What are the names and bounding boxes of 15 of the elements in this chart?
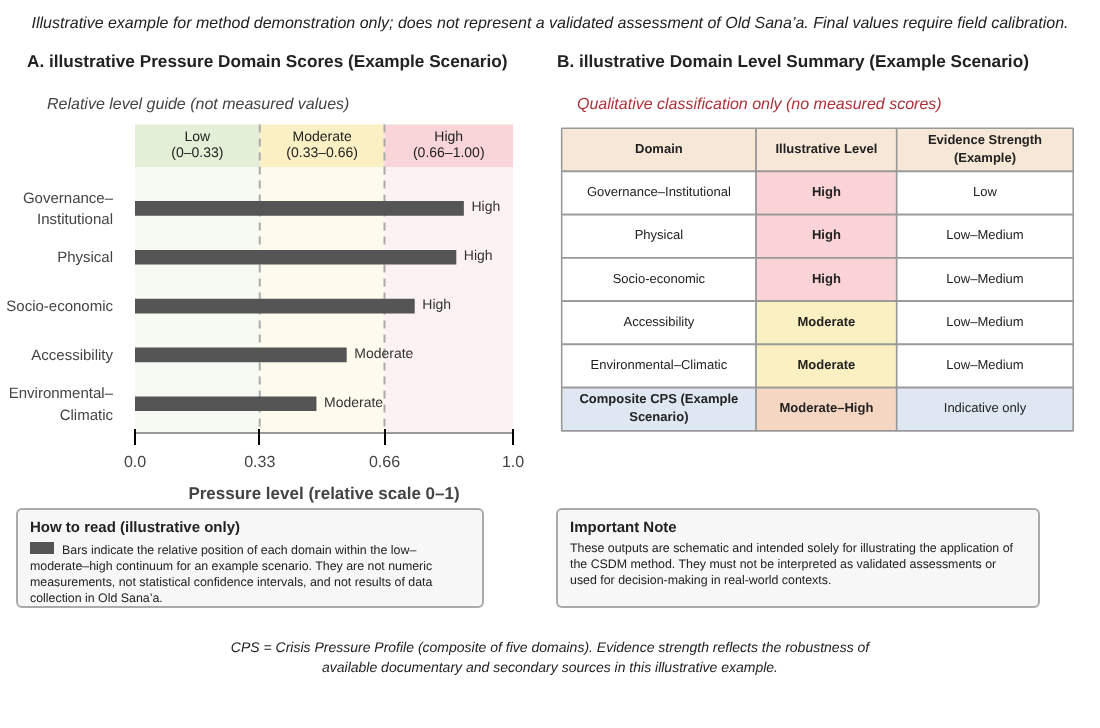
chart-subtitle: Relative level guide (not measured values) (47, 95, 351, 113)
bar (135, 298, 415, 314)
bar (135, 396, 317, 412)
x-tick-label: 0.66 (368, 453, 402, 471)
bar (135, 201, 464, 216)
text: Qualitative classification only (no measured scores) (577, 95, 943, 113)
x-axis-title: Pressure level (relative scale 0–1) (188, 483, 460, 503)
text: B. illustrative Domain Level Summary (Example Scenario) (557, 51, 1030, 71)
x-tick-label: 0.0 (123, 453, 148, 471)
x-tick-label: 1.0 (501, 453, 526, 471)
bar (135, 347, 347, 363)
x-tick-label: 0.33 (244, 453, 277, 471)
bar (135, 249, 457, 265)
text: Illustrative example for method demonstration only; does not represent a validated assessment of Old Sana’a. Final values require field calibration. (29, 12, 1071, 35)
chart-title: A. illustrative Pressure Domain Scores (Example Scenario) (27, 51, 508, 71)
